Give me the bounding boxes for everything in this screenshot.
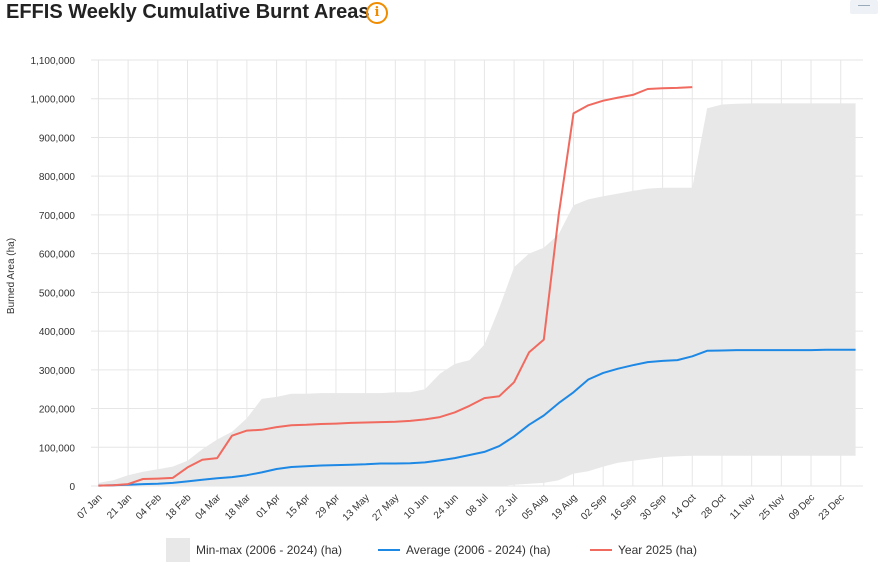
range-area-layer — [98, 103, 856, 487]
x-tick-label: 07 Jan — [76, 492, 105, 521]
x-tick-label: 05 Aug — [520, 492, 550, 522]
x-tick-label: 16 Sep — [609, 492, 639, 522]
x-tick-label: 04 Mar — [194, 492, 224, 522]
x-tick-label: 25 Nov — [757, 492, 787, 522]
menu-icon[interactable] — [850, 0, 878, 14]
x-tick-label: 29 Apr — [314, 492, 343, 521]
legend: Min-max (2006 - 2024) (ha) Average (2006… — [0, 538, 880, 562]
y-tick-label: 500,000 — [39, 288, 76, 299]
legend-item-min-max[interactable]: Min-max (2006 - 2024) (ha) — [166, 538, 342, 562]
series-lines — [98, 86, 856, 487]
legend-item-year-2025[interactable]: Year 2025 (ha) — [590, 538, 697, 562]
y-tick-label: 700,000 — [39, 211, 76, 222]
average-line — [98, 348, 856, 487]
y-axis-label: Burned Area (ha) — [6, 238, 17, 314]
x-tick-label: 08 Jul — [464, 492, 491, 519]
x-tick-label: 28 Oct — [699, 492, 728, 521]
y-tick-label: 0 — [69, 482, 75, 493]
legend-label: Min-max (2006 - 2024) (ha) — [196, 543, 343, 557]
legend-label: Year 2025 (ha) — [618, 543, 697, 557]
chart-title: EFFIS Weekly Cumulative Burnt Areas — [6, 1, 370, 23]
x-tick-label: 30 Sep — [639, 492, 669, 522]
legend-label: Average (2006 - 2024) (ha) — [406, 543, 551, 557]
x-tick-label: 01 Apr — [254, 492, 283, 521]
y-tick-label: 400,000 — [39, 327, 76, 338]
y-tick-label: 300,000 — [39, 366, 76, 377]
x-tick-label: 27 May — [370, 492, 401, 523]
x-tick-label: 19 Aug — [550, 492, 580, 522]
x-tick-label: 11 Nov — [728, 492, 758, 522]
year-2025-line — [98, 86, 693, 487]
min-max-area — [98, 103, 856, 487]
chart-canvas: 0 100,000 200,000 300,000 400,000 500,000 600,… — [6, 56, 863, 523]
x-tick-label: 21 Jan — [105, 492, 134, 521]
y-tick-label: 600,000 — [39, 250, 76, 261]
x-tick-label: 22 Jul — [494, 492, 521, 519]
info-icon[interactable]: i — [366, 2, 388, 24]
x-tick-label: 14 Oct — [670, 492, 699, 521]
x-tick-label: 24 Jun — [432, 492, 461, 521]
legend-item-average[interactable]: Average (2006 - 2024) (ha) — [378, 538, 551, 562]
x-tick-label: 10 Jun — [402, 492, 431, 521]
y-tick-label: 100,000 — [39, 443, 76, 454]
y-tick-label: 900,000 — [39, 133, 76, 144]
x-tick-label: 18 Mar — [223, 492, 253, 522]
y-tick-label: 1,000,000 — [31, 95, 76, 106]
x-tick-label: 09 Dec — [787, 492, 817, 522]
x-tick-label: 04 Feb — [134, 492, 164, 522]
y-tick-label: 1,100,000 — [31, 56, 76, 67]
x-tick-label: 15 Apr — [284, 492, 313, 521]
y-tick-label: 800,000 — [39, 172, 76, 183]
legend-swatch-year-2025 — [590, 549, 612, 551]
x-tick-label: 02 Sep — [579, 492, 609, 522]
x-tick-label: 23 Dec — [817, 492, 847, 522]
legend-swatch-min-max — [166, 538, 190, 562]
x-tick-label: 18 Feb — [164, 492, 194, 522]
x-tick-label: 13 May — [341, 492, 372, 523]
y-tick-label: 200,000 — [39, 405, 76, 416]
legend-swatch-average — [378, 549, 400, 551]
